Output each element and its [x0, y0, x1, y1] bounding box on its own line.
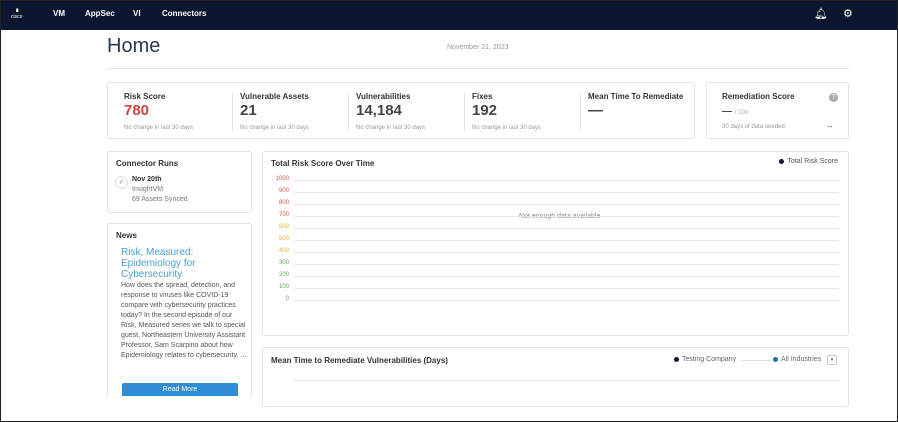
gridline	[294, 216, 839, 217]
metric-sub: No change in last 30 days	[472, 125, 542, 131]
y-tick-label: 800	[278, 200, 289, 206]
metric-vulnerabilities[interactable]: Vulnerabilities 14,184 No change in last…	[356, 83, 425, 139]
run-date: Nov 20th	[132, 176, 162, 183]
metric-value: 780	[124, 102, 150, 119]
cisco-logo[interactable]: ıılıılı cisco	[11, 8, 23, 20]
legend-all-industries[interactable]: All Industries	[773, 356, 821, 363]
metric-value: 14,184	[356, 102, 402, 119]
connector-runs-title: Connector Runs	[116, 159, 179, 168]
y-tick-label: 400	[278, 248, 289, 254]
news-title: News	[116, 231, 137, 240]
metric-value: —	[588, 102, 603, 119]
legend-line	[741, 360, 771, 361]
date-label: November 21, 2023	[447, 44, 509, 51]
legend-label: Total Risk Score	[787, 158, 838, 165]
y-tick-label: 200	[278, 272, 289, 278]
remediation-value: —	[722, 106, 732, 117]
gridline	[294, 240, 839, 241]
metric-sub: No change in last 30 days	[356, 125, 426, 131]
remediation-max: / 100	[734, 110, 749, 116]
y-tick-label: 700	[278, 212, 289, 218]
metric-value: 192	[472, 102, 498, 119]
separator	[232, 93, 233, 131]
separator	[464, 93, 465, 131]
arrows-icon[interactable]: ↔	[826, 121, 834, 130]
remediation-label: Remediation Score	[722, 92, 795, 101]
remediation-score-card: Remediation Score ? — / 100 30 days of d…	[706, 82, 849, 139]
legend-dot	[779, 158, 785, 164]
remediation-sub: 30 days of data needed.	[722, 124, 787, 130]
check-icon: ✓	[115, 176, 128, 189]
metrics-card: Risk Score 780 No change in last 30 days…	[107, 82, 695, 139]
metric-label: Vulnerable Assets	[240, 92, 309, 101]
help-icon[interactable]: ?	[829, 93, 838, 102]
top-nav: ıılıılı cisco VM AppSec VI Connectors 🔔︎ …	[0, 0, 898, 30]
nav-connectors[interactable]: Connectors	[162, 9, 207, 18]
y-tick-label: 600	[278, 224, 289, 230]
connector-runs-card: Connector Runs ✓ Nov 20th InsightVM 69 A…	[107, 151, 252, 213]
chart-title: Mean Time to Remediate Vulnerabilities (…	[271, 356, 448, 365]
gridline	[294, 288, 839, 289]
metric-mttr[interactable]: Mean Time To Remediate —	[588, 83, 683, 139]
gear-icon[interactable]: ⚙	[843, 8, 853, 20]
gridline	[294, 204, 839, 205]
metric-label: Mean Time To Remediate	[588, 92, 684, 101]
gridline	[293, 380, 839, 381]
y-tick-label: 0	[285, 296, 289, 302]
separator	[580, 93, 581, 131]
metric-label: Fixes	[472, 92, 493, 101]
y-tick-label: 1000	[275, 176, 289, 182]
legend-label: All Industries	[781, 356, 822, 363]
bell-icon[interactable]: 🔔︎	[814, 8, 828, 20]
page-title: Home	[107, 35, 161, 57]
gridline	[294, 264, 839, 265]
news-body: How does the spread, detection, and resp…	[121, 282, 247, 359]
news-card: News Risk, Measured: Epidemiology for Cy…	[107, 223, 252, 403]
y-tick-label: 300	[278, 260, 289, 266]
nav-vi[interactable]: VI	[133, 9, 141, 18]
read-more-button[interactable]: Read More	[122, 383, 238, 397]
risk-score-chart-card: Total Risk Score Over Time Total Risk Sc…	[262, 151, 849, 336]
y-tick-label: 100	[278, 284, 289, 290]
gridline	[294, 180, 839, 181]
y-tick-label: 500	[278, 236, 289, 242]
gridline	[294, 192, 839, 193]
metric-label: Vulnerabilities	[356, 92, 411, 101]
gridline	[294, 276, 839, 277]
y-tick-label: 900	[278, 188, 289, 194]
gridline	[294, 300, 839, 301]
metric-label: Risk Score	[124, 92, 166, 101]
metric-vulnerable-assets[interactable]: Vulnerable Assets 21 No change in last 3…	[240, 83, 309, 139]
mttr-chart-card: Mean Time to Remediate Vulnerabilities (…	[262, 347, 849, 407]
divider	[107, 68, 849, 69]
dropdown-button[interactable]: ▾	[827, 355, 837, 365]
news-headline-link[interactable]: Risk, Measured: Epidemiology for Cyberse…	[121, 247, 196, 280]
gridline	[294, 228, 839, 229]
chart-title: Total Risk Score Over Time	[271, 159, 375, 168]
metric-risk-score[interactable]: Risk Score 780 No change in last 30 days	[124, 83, 193, 139]
metric-sub: No change in last 30 days	[124, 125, 194, 131]
legend-dot	[674, 356, 679, 362]
chart-legend: Total Risk Score	[779, 158, 838, 165]
legend-label: Testing Company	[682, 356, 737, 363]
legend-testing-company[interactable]: Testing Company	[674, 356, 736, 363]
legend-dot	[773, 356, 778, 362]
run-connector[interactable]: InsightVM	[132, 186, 164, 193]
separator	[348, 93, 349, 131]
metric-fixes[interactable]: Fixes 192 No change in last 30 days	[472, 83, 541, 139]
metric-value: 21	[240, 102, 257, 119]
nav-appsec[interactable]: AppSec	[85, 9, 115, 18]
metric-sub: No change in last 30 days	[240, 125, 310, 131]
nav-vm[interactable]: VM	[53, 9, 65, 18]
run-assets: 69 Assets Synced	[132, 196, 188, 203]
gridline	[294, 252, 839, 253]
